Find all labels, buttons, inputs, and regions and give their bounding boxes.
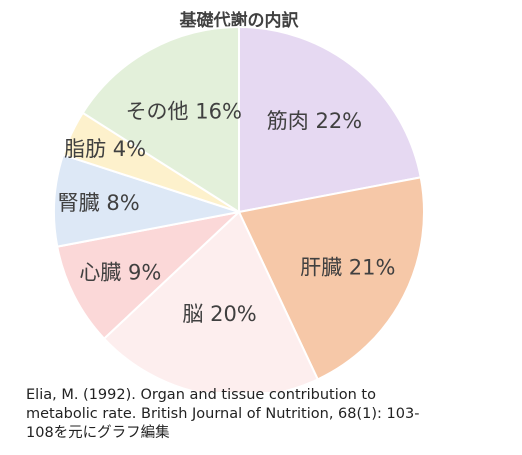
- slice-label-4: 心臓 9%: [79, 260, 161, 284]
- slice-label-1: 筋肉 22%: [267, 109, 362, 133]
- pie-slice-4: [56, 210, 243, 341]
- source-citation: Elia, M. (1992). Organ and tissue contri…: [26, 386, 516, 443]
- slice-label-3: 脳 20%: [182, 302, 256, 326]
- chart-title: 基礎代謝の内訳: [179, 11, 299, 31]
- pie-chart: 筋肉 22% 肝臓 21% 脳 20% 心臓 9% 腎臓 8% 脂肪 4% その他 16%: [53, 25, 425, 392]
- pie-slice-5: [53, 153, 240, 248]
- source-line-3: 108を元にグラフ編集: [26, 425, 170, 441]
- pie-slice-3: [102, 210, 320, 392]
- slice-label-5: 腎臓 8%: [58, 191, 140, 215]
- pie-slices: [53, 25, 425, 392]
- source-line-2: metabolic rate. British Journal of Nutri…: [26, 406, 420, 422]
- slice-label-6: 脂肪 4%: [64, 137, 146, 161]
- pie-slice-2: [237, 176, 425, 381]
- source-line-1: Elia, M. (1992). Organ and tissue contri…: [26, 387, 376, 403]
- pie-slice-1: [238, 25, 422, 214]
- slice-label-2: 肝臓 21%: [300, 255, 395, 279]
- slice-label-7: その他 16%: [126, 99, 242, 123]
- pie-labels: 筋肉 22% 肝臓 21% 脳 20% 心臓 9% 腎臓 8% 脂肪 4% その他 16%: [58, 99, 396, 325]
- pie-slice-7: [81, 25, 240, 214]
